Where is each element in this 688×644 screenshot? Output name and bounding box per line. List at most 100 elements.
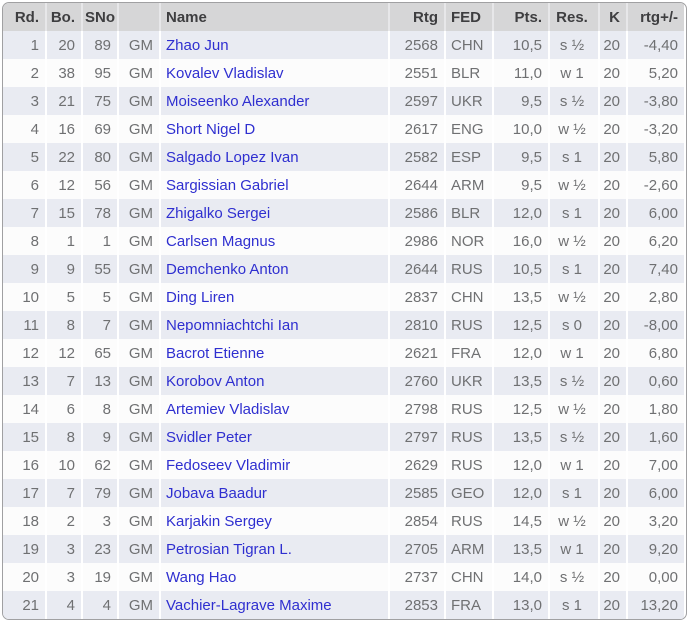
player-name-link[interactable]: Vachier-Lagrave Maxime (166, 596, 332, 614)
cell-title: GM (117, 311, 159, 339)
cell-title: GM (117, 479, 159, 507)
player-name-link[interactable]: Fedoseev Vladimir (166, 456, 291, 474)
player-name-link[interactable]: Ding Liren (166, 288, 235, 306)
cell-rd: 9 (3, 255, 45, 283)
cell-fed: FRA (444, 339, 492, 367)
cell-pts: 12,0 (492, 451, 548, 479)
player-name-link[interactable]: Kovalev Vladislav (166, 64, 284, 82)
table-row: 10 5 5 GM Ding Liren 2837 CHN 13,5 w ½ 20 2,80 (3, 283, 684, 311)
cell-rd: 10 (3, 283, 45, 311)
cell-title: GM (117, 31, 159, 59)
player-name-link[interactable]: Wang Hao (166, 568, 237, 586)
cell-sno: 9 (81, 423, 117, 451)
player-name-link[interactable]: Jobava Baadur (166, 484, 267, 502)
cell-sno: 23 (81, 535, 117, 563)
table-row: 4 16 69 GM Short Nigel D 2617 ENG 10,0 w ½ 20 -3,2… (3, 115, 684, 143)
cell-bo: 20 (45, 31, 81, 59)
table-row: 7 15 78 GM Zhigalko Sergei 2586 BLR 12,0 s 1 20 6,… (3, 199, 684, 227)
cell-pts: 9,5 (492, 143, 548, 171)
cell-fed: RUS (444, 255, 492, 283)
cell-rd: 1 (3, 31, 45, 59)
cell-name: Sargissian Gabriel (159, 171, 388, 199)
cell-sno: 13 (81, 367, 117, 395)
cell-pts: 12,0 (492, 479, 548, 507)
cell-res: w 1 (548, 59, 598, 87)
cell-rd: 6 (3, 171, 45, 199)
player-name-link[interactable]: Sargissian Gabriel (166, 176, 289, 194)
cell-rd: 3 (3, 87, 45, 115)
cell-sno: 78 (81, 199, 117, 227)
cell-bo: 2 (45, 507, 81, 535)
cell-sno: 65 (81, 339, 117, 367)
cell-k: 20 (598, 339, 626, 367)
player-name-link[interactable]: Salgado Lopez Ivan (166, 148, 299, 166)
cell-res: s ½ (548, 87, 598, 115)
table-row: 6 12 56 GM Sargissian Gabriel 2644 ARM 9,5 w ½ 20… (3, 171, 684, 199)
player-name-link[interactable]: Karjakin Sergey (166, 512, 272, 530)
cell-k: 20 (598, 451, 626, 479)
player-name-link[interactable]: Bacrot Etienne (166, 344, 265, 362)
player-name-link[interactable]: Nepomniachtchi Ian (166, 316, 299, 334)
cell-fed: BLR (444, 199, 492, 227)
cell-name: Jobava Baadur (159, 479, 388, 507)
cell-pts: 16,0 (492, 227, 548, 255)
cell-rtg: 2582 (388, 143, 444, 171)
table-row: 15 8 9 GM Svidler Peter 2797 RUS 13,5 s ½ 20 1,60 (3, 423, 684, 451)
cell-k: 20 (598, 423, 626, 451)
cell-fed: BLR (444, 59, 492, 87)
player-name-link[interactable]: Artemiev Vladislav (166, 400, 290, 418)
cell-fed: RUS (444, 395, 492, 423)
table-row: 19 3 23 GM Petrosian Tigran L. 2705 ARM 13,5 w 1… (3, 535, 684, 563)
cell-rd: 20 (3, 563, 45, 591)
col-header-rd: Rd. (3, 3, 45, 31)
cell-rtgpm: 6,00 (626, 199, 684, 227)
cell-title: GM (117, 227, 159, 255)
player-name-link[interactable]: Demchenko Anton (166, 260, 289, 278)
cell-k: 20 (598, 59, 626, 87)
cell-fed: CHN (444, 563, 492, 591)
cell-fed: RUS (444, 507, 492, 535)
cell-name: Salgado Lopez Ivan (159, 143, 388, 171)
player-name-link[interactable]: Carlsen Magnus (166, 232, 276, 250)
cell-title: GM (117, 199, 159, 227)
cell-rd: 2 (3, 59, 45, 87)
cell-pts: 13,5 (492, 423, 548, 451)
col-header-title (117, 3, 159, 31)
cell-name: Karjakin Sergey (159, 507, 388, 535)
table-row: 1 20 89 GM Zhao Jun 2568 CHN 10,5 s ½ 20 -4,40 (3, 31, 684, 59)
cell-k: 20 (598, 199, 626, 227)
cell-pts: 13,5 (492, 367, 548, 395)
cell-pts: 10,0 (492, 115, 548, 143)
cell-fed: FRA (444, 591, 492, 619)
player-name-link[interactable]: Moiseenko Alexander (166, 92, 310, 110)
cell-rtg: 2617 (388, 115, 444, 143)
cell-name: Short Nigel D (159, 115, 388, 143)
cell-bo: 22 (45, 143, 81, 171)
cell-rtg: 2760 (388, 367, 444, 395)
cell-rd: 8 (3, 227, 45, 255)
cell-fed: NOR (444, 227, 492, 255)
table-row: 9 9 55 GM Demchenko Anton 2644 RUS 10,5 s 1 20 7,4… (3, 255, 684, 283)
player-name-link[interactable]: Korobov Anton (166, 372, 265, 390)
cell-sno: 79 (81, 479, 117, 507)
cell-rtg: 2854 (388, 507, 444, 535)
cell-title: GM (117, 367, 159, 395)
player-name-link[interactable]: Zhao Jun (166, 36, 229, 54)
cell-fed: CHN (444, 283, 492, 311)
cell-rtg: 2737 (388, 563, 444, 591)
player-name-link[interactable]: Petrosian Tigran L. (166, 540, 292, 558)
player-name-link[interactable]: Short Nigel D (166, 120, 256, 138)
cell-title: GM (117, 563, 159, 591)
player-name-link[interactable]: Zhigalko Sergei (166, 204, 271, 222)
table-row: 12 12 65 GM Bacrot Etienne 2621 FRA 12,0 w 1 20 6,… (3, 339, 684, 367)
cell-res: w 1 (548, 451, 598, 479)
cell-k: 20 (598, 31, 626, 59)
player-name-link[interactable]: Svidler Peter (166, 428, 252, 446)
cell-sno: 69 (81, 115, 117, 143)
col-header-name: Name (159, 3, 388, 31)
cell-title: GM (117, 591, 159, 619)
cell-bo: 5 (45, 283, 81, 311)
table-row: 21 4 4 GM Vachier-Lagrave Maxime 2853 FRA 13,0 s… (3, 591, 684, 619)
